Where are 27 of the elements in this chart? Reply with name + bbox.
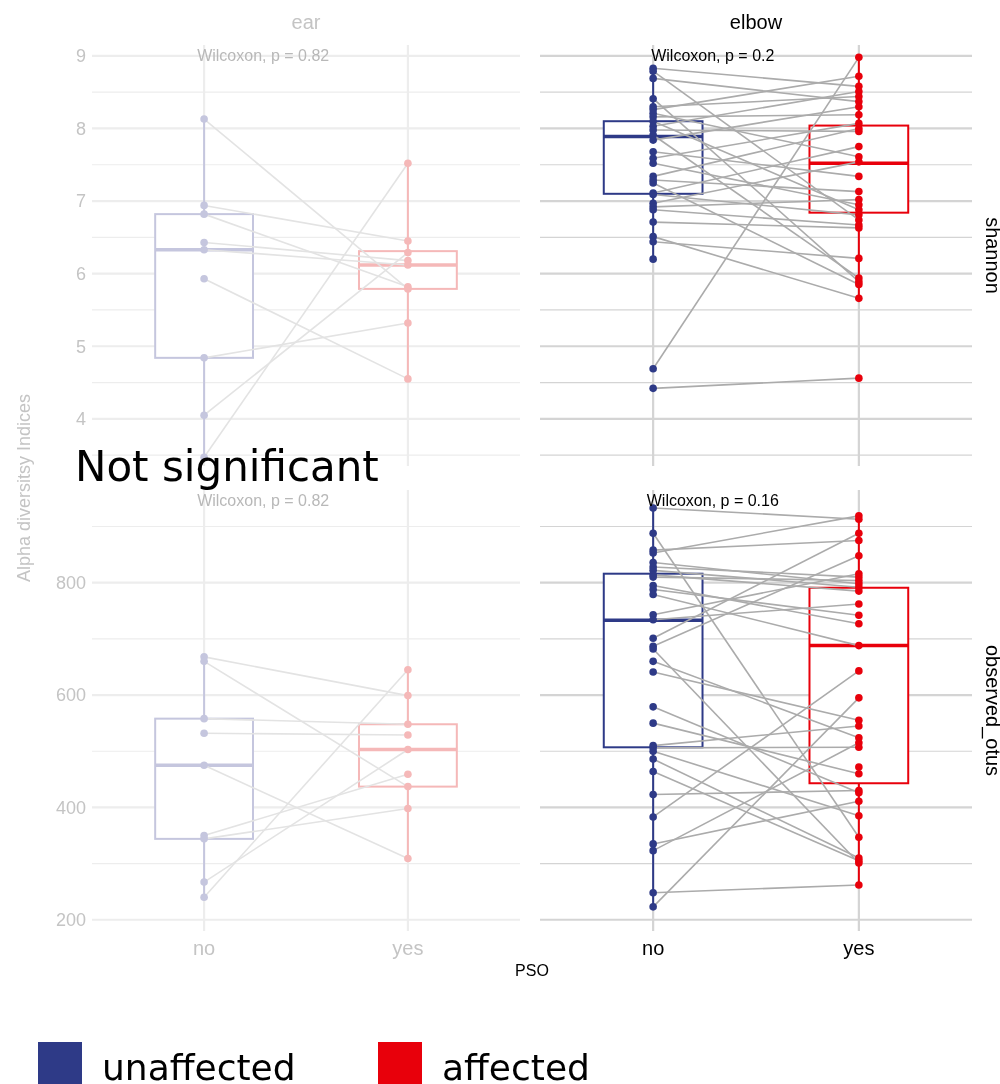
legend-label: unaffected (102, 1047, 296, 1084)
annotation: Wilcoxon, p = 0.82 (197, 47, 330, 64)
x-tick-label: no (192, 937, 216, 959)
annotation: Wilcoxon, p = 0.2 (651, 47, 775, 64)
chart-title: elbow (729, 11, 783, 33)
y-axis-title: Alpha diversitsy Indices (14, 393, 34, 583)
x-axis-title: PSO (515, 962, 549, 979)
y-tick-label: 9 (75, 46, 86, 67)
y-tick-label: 200 (55, 910, 86, 931)
y-tick-label: 5 (75, 336, 86, 357)
y-tick-label: 800 (55, 572, 86, 593)
y-tick-label: 7 (75, 191, 86, 212)
x-tick-label: no (642, 937, 665, 959)
annotation: Wilcoxon, p = 0.16 (646, 492, 779, 509)
annotation: Not significant (75, 442, 379, 491)
y-tick-label: 600 (55, 685, 86, 706)
legend-label: affected (442, 1047, 590, 1084)
x-tick-label: yes (392, 937, 424, 959)
annotation: Wilcoxon, p = 0.82 (197, 492, 330, 509)
y2-axis-title: observed_otus (981, 644, 1000, 777)
y-tick-label: 4 (75, 409, 86, 430)
x-tick-label: yes (843, 937, 875, 959)
y-tick-label: 8 (75, 118, 86, 139)
chart-title: ear (291, 11, 321, 33)
y-tick-label: 6 (75, 263, 86, 284)
y-tick-label: 400 (55, 797, 86, 818)
y2-axis-title: shannon (982, 217, 1000, 294)
